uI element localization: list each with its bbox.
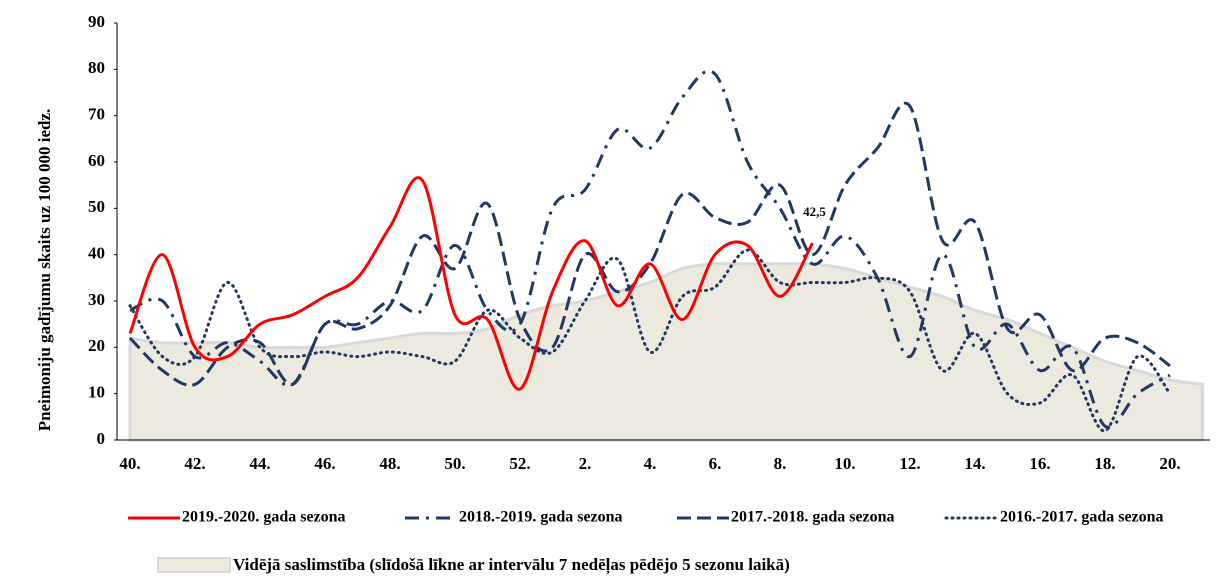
x-tick-label: 4. — [644, 454, 657, 473]
x-tick-label: 12. — [899, 454, 920, 473]
y-tick-label: 80 — [88, 58, 105, 77]
legend-swatch — [157, 557, 231, 573]
series-line — [129, 69, 1171, 429]
x-tick-label: 46. — [314, 454, 335, 473]
legend-label: Vidējā saslimstība (slīdošā līkne ar int… — [233, 555, 790, 575]
x-tick-label: 2. — [579, 454, 592, 473]
x-tick-label: 16. — [1029, 454, 1050, 473]
x-tick-label: 48. — [379, 454, 400, 473]
x-tick-label: 14. — [964, 454, 985, 473]
series-line — [128, 248, 1172, 433]
x-tick-label: 42. — [184, 454, 205, 473]
y-tick-label: 10 — [88, 383, 105, 402]
legend-label: 2017.-2018. gada sezona — [731, 509, 895, 526]
x-tick-label: 50. — [444, 454, 465, 473]
legend-label: 2019.-2020. gada sezona — [182, 509, 346, 526]
y-axis-label: Pneimoniju gadījumu skaits uz 100 000 ie… — [35, 109, 54, 432]
legend-label: 2018.-2019. gada sezona — [459, 509, 623, 526]
x-tick-label: 6. — [709, 454, 722, 473]
x-tick-label: 10. — [834, 454, 855, 473]
y-tick-label: 70 — [88, 105, 105, 124]
series-line — [128, 101, 1171, 387]
x-tick-label: 18. — [1094, 454, 1115, 473]
x-tick-label: 52. — [509, 454, 530, 473]
x-tick-label: 20. — [1159, 454, 1180, 473]
y-tick-label: 60 — [88, 151, 105, 170]
data-label: 42,5 — [803, 204, 826, 219]
y-tick-label: 20 — [88, 336, 105, 355]
series-line — [128, 176, 814, 391]
y-tick-label: 30 — [88, 290, 105, 309]
y-tick-label: 0 — [97, 429, 106, 448]
y-tick-label: 50 — [88, 197, 105, 216]
x-tick-label: 8. — [774, 454, 787, 473]
y-tick-label: 40 — [88, 244, 105, 263]
legend-label: 2016.-2017. gada sezona — [1000, 509, 1164, 526]
y-tick-label: 90 — [88, 12, 105, 31]
x-tick-label: 44. — [249, 454, 270, 473]
x-tick-label: 40. — [119, 454, 140, 473]
